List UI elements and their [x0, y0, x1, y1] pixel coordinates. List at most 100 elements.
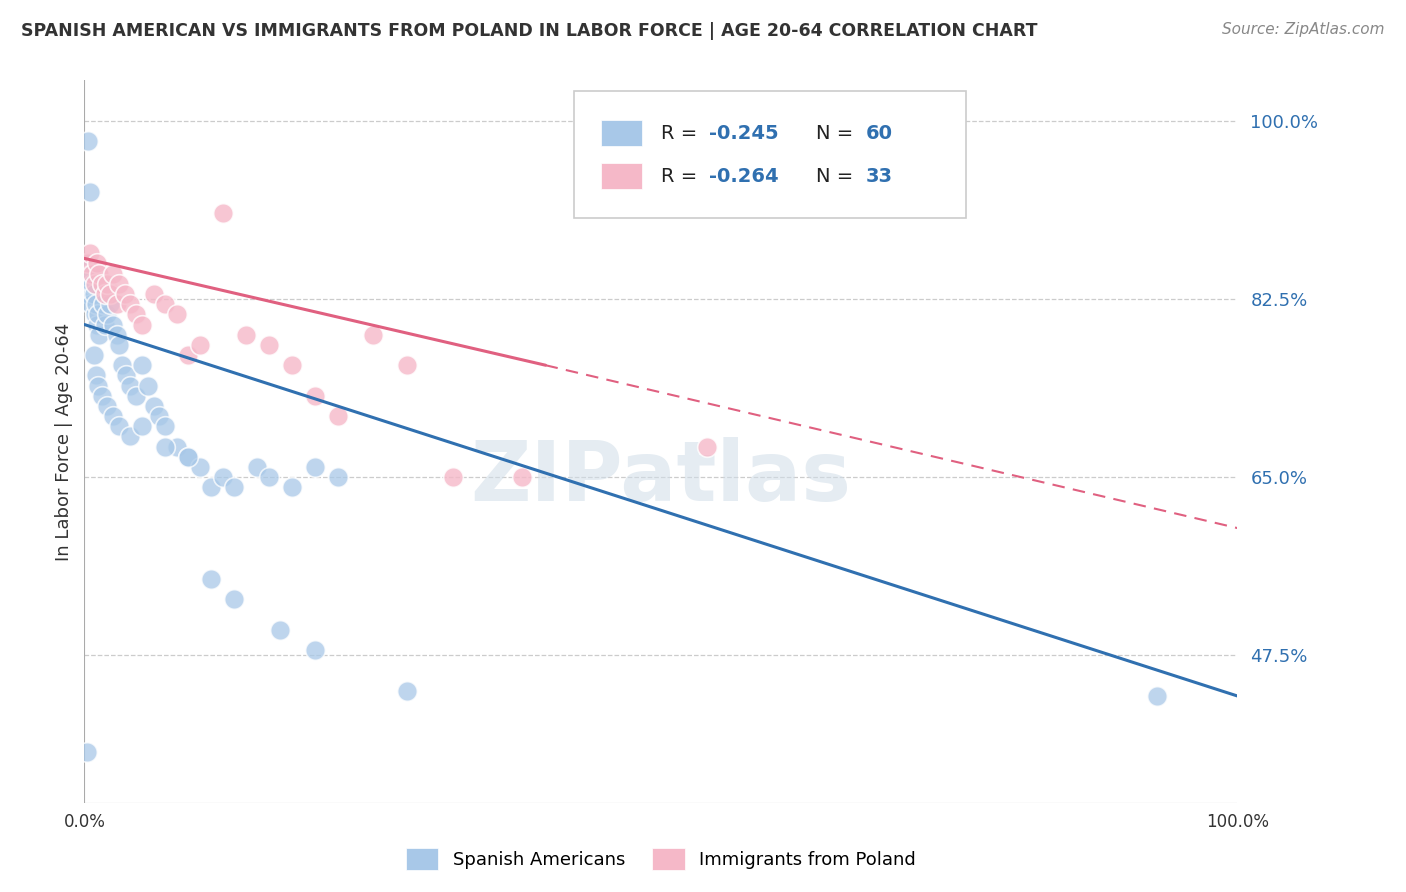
Point	[125, 389, 148, 403]
Point	[326, 409, 349, 423]
Point	[91, 297, 114, 311]
Point	[696, 440, 718, 454]
Point	[269, 623, 291, 637]
Point	[304, 643, 326, 657]
FancyBboxPatch shape	[600, 120, 643, 146]
Point	[153, 440, 176, 454]
Point	[80, 297, 103, 311]
Point	[94, 287, 117, 301]
Point	[166, 440, 188, 454]
Point	[142, 287, 165, 301]
Point	[76, 277, 98, 291]
Point	[84, 297, 107, 311]
Point	[131, 318, 153, 332]
Point	[396, 684, 419, 698]
Text: N =: N =	[817, 167, 860, 186]
Point	[76, 256, 98, 270]
Point	[89, 267, 111, 281]
Point	[79, 267, 101, 281]
Point	[246, 460, 269, 475]
Point	[83, 307, 105, 321]
Point	[76, 745, 98, 759]
Point	[86, 256, 108, 270]
Text: 60: 60	[866, 123, 893, 143]
Point	[153, 297, 176, 311]
Point	[76, 134, 98, 148]
Point	[361, 327, 384, 342]
Point	[166, 307, 188, 321]
Point	[90, 389, 112, 403]
Point	[82, 277, 104, 291]
Point	[257, 338, 280, 352]
Point	[96, 399, 118, 413]
Point	[188, 460, 211, 475]
Point	[108, 419, 131, 434]
Point	[441, 470, 464, 484]
Point	[211, 205, 233, 219]
Point	[108, 338, 131, 352]
Point	[211, 470, 233, 484]
Text: SPANISH AMERICAN VS IMMIGRANTS FROM POLAND IN LABOR FORCE | AGE 20-64 CORRELATIO: SPANISH AMERICAN VS IMMIGRANTS FROM POLA…	[21, 22, 1038, 40]
Point	[77, 287, 100, 301]
Text: R =: R =	[661, 123, 703, 143]
Point	[142, 399, 165, 413]
Point	[125, 307, 148, 321]
Point	[108, 277, 131, 291]
Point	[136, 378, 159, 392]
Point	[98, 287, 121, 301]
Point	[105, 327, 128, 342]
Point	[1146, 689, 1168, 703]
Point	[235, 327, 257, 342]
Point	[87, 307, 110, 321]
Point	[115, 368, 138, 383]
Point	[281, 358, 304, 372]
Point	[84, 368, 107, 383]
Point	[111, 358, 134, 372]
FancyBboxPatch shape	[575, 91, 966, 218]
Point	[82, 267, 104, 281]
Point	[120, 378, 142, 392]
Point	[96, 277, 118, 291]
Point	[103, 267, 124, 281]
Text: R =: R =	[661, 167, 703, 186]
Point	[120, 429, 142, 443]
Point	[114, 287, 136, 301]
Point	[120, 297, 142, 311]
Point	[177, 348, 200, 362]
Point	[188, 338, 211, 352]
Point	[76, 256, 98, 270]
Point	[304, 460, 326, 475]
Legend: Spanish Americans, Immigrants from Poland: Spanish Americans, Immigrants from Polan…	[398, 840, 924, 877]
Point	[86, 318, 108, 332]
Point	[177, 450, 200, 464]
Point	[396, 358, 419, 372]
Point	[326, 470, 349, 484]
Point	[281, 480, 304, 494]
Point	[79, 185, 101, 199]
Point	[83, 287, 105, 301]
Point	[89, 327, 111, 342]
Point	[177, 450, 200, 464]
Point	[83, 348, 105, 362]
Point	[103, 409, 124, 423]
Text: -0.245: -0.245	[709, 123, 779, 143]
FancyBboxPatch shape	[600, 163, 643, 189]
Point	[83, 277, 105, 291]
Point	[131, 419, 153, 434]
Point	[96, 307, 118, 321]
Point	[257, 470, 280, 484]
Point	[224, 480, 246, 494]
Point	[200, 480, 222, 494]
Point	[512, 470, 534, 484]
Text: -0.264: -0.264	[709, 167, 779, 186]
Point	[87, 378, 110, 392]
Text: ZIPatlas: ZIPatlas	[471, 437, 851, 518]
Point	[200, 572, 222, 586]
Point	[103, 318, 124, 332]
Point	[153, 419, 176, 434]
Text: 33: 33	[866, 167, 893, 186]
Point	[304, 389, 326, 403]
Point	[131, 358, 153, 372]
Point	[90, 277, 112, 291]
Point	[148, 409, 170, 423]
